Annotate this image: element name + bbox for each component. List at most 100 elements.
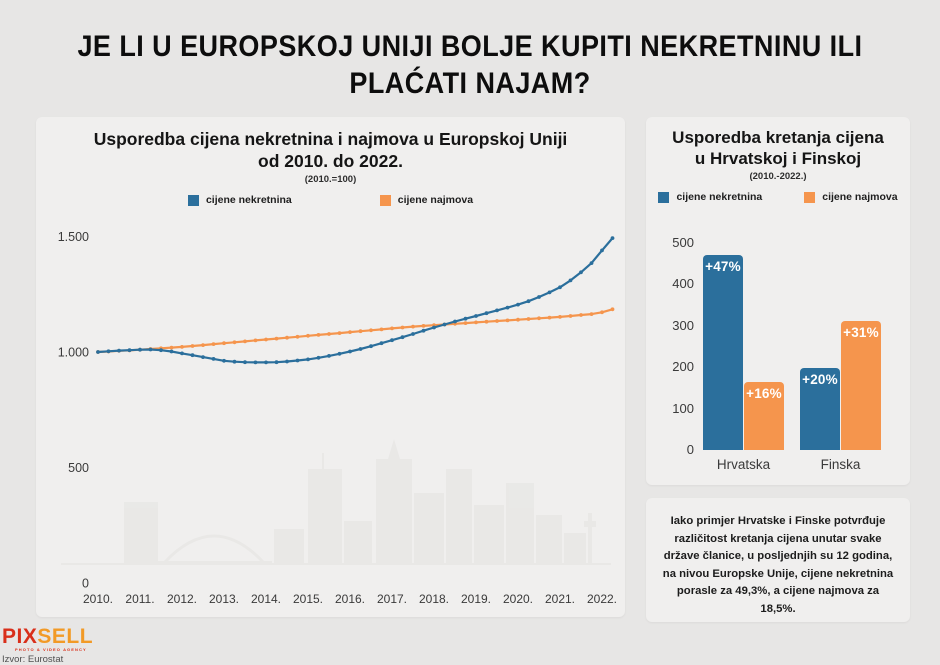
data-point bbox=[285, 335, 289, 340]
data-point bbox=[568, 278, 573, 283]
data-point bbox=[610, 236, 615, 240]
data-point bbox=[190, 353, 195, 358]
bar-chart: 500 400 300 200 100 0 +47% +16% Hrvatska +20% +31%… bbox=[646, 117, 910, 485]
x-axis-tick-label: 2016. bbox=[335, 592, 365, 606]
line-chart-subtitle: (2010.=100) bbox=[304, 174, 357, 185]
legend-swatch-orange bbox=[804, 191, 816, 203]
data-point bbox=[295, 358, 300, 363]
data-point bbox=[232, 359, 237, 364]
data-point bbox=[222, 341, 226, 346]
data-point bbox=[211, 342, 216, 346]
data-point bbox=[327, 354, 331, 358]
x-axis-tick-label: 2017. bbox=[377, 592, 407, 606]
data-point bbox=[547, 290, 552, 295]
summary-note-text: Iako primjer Hrvatske i Finske potvrđuje… bbox=[662, 515, 894, 615]
data-point bbox=[390, 338, 394, 343]
x-axis-tick-label: 2019. bbox=[461, 592, 491, 606]
bar-chart-legend: cijene nekretnina cijene najmova bbox=[646, 191, 910, 203]
data-point bbox=[243, 360, 247, 365]
data-point bbox=[474, 320, 478, 325]
bar-value-label: +16% bbox=[746, 386, 782, 402]
data-point bbox=[516, 302, 520, 307]
line-series-0 bbox=[97, 237, 614, 364]
data-point bbox=[337, 351, 342, 356]
x-axis-tick-label: 2015. bbox=[293, 592, 323, 606]
x-axis-tick-label: 2021. bbox=[545, 592, 575, 606]
data-point bbox=[390, 326, 394, 331]
data-point bbox=[159, 348, 163, 353]
data-point bbox=[558, 285, 562, 290]
data-point bbox=[600, 310, 604, 315]
data-point bbox=[243, 339, 247, 344]
data-point bbox=[442, 322, 447, 327]
data-point bbox=[295, 334, 300, 339]
x-axis-tick-label: 2011. bbox=[125, 592, 154, 606]
data-point bbox=[264, 337, 268, 342]
data-point bbox=[537, 295, 541, 299]
data-point bbox=[306, 333, 310, 338]
legend-label: cijene najmova bbox=[822, 191, 898, 203]
y-axis-tick-label: 0 bbox=[686, 442, 694, 457]
page-title-line2: PLAĆATI NAJAM? bbox=[349, 67, 591, 100]
data-point bbox=[222, 358, 226, 363]
data-point bbox=[421, 328, 426, 333]
footer: PIXSELL PHOTO & VIDEO AGENCY Izvor: Euro… bbox=[2, 626, 93, 665]
y-axis-tick-label: 100 bbox=[672, 400, 694, 416]
data-point bbox=[274, 336, 279, 341]
pixsell-tagline: PHOTO & VIDEO AGENCY bbox=[15, 647, 87, 652]
bar-chart-subtitle: (2010.-2022.) bbox=[749, 171, 807, 182]
category-label: Hrvatska bbox=[716, 457, 771, 472]
data-point bbox=[526, 317, 531, 321]
bar-chart-title: Usporedba kretanja cijena u Hrvatskoj i … bbox=[672, 128, 884, 168]
x-axis-tick-label: 2022. bbox=[587, 592, 617, 606]
bar-hrvatska-0: +47% bbox=[703, 255, 743, 450]
data-point bbox=[96, 350, 100, 354]
legend-label: cijene nekretnina bbox=[676, 191, 763, 203]
data-point bbox=[316, 355, 321, 360]
line-series-1 bbox=[97, 308, 613, 354]
data-point bbox=[348, 349, 352, 354]
source-credit: Izvor: Eurostat bbox=[2, 654, 64, 665]
bar-hrvatska-1: +16% bbox=[744, 382, 784, 450]
y-axis-tick-label: 300 bbox=[672, 317, 694, 333]
data-point bbox=[369, 328, 373, 333]
page-title-line1: JE LI U EUROPSKOJ UNIJI BOLJE KUPITI NEK… bbox=[77, 30, 863, 63]
y-axis-tick-label: 200 bbox=[672, 359, 694, 375]
data-point bbox=[600, 248, 604, 253]
data-point bbox=[358, 347, 363, 351]
data-point bbox=[505, 305, 510, 310]
data-point bbox=[379, 327, 384, 332]
bar-value-label: +31% bbox=[843, 324, 879, 340]
data-point bbox=[432, 325, 436, 330]
data-point bbox=[568, 314, 573, 318]
data-point bbox=[369, 344, 373, 349]
city-skyline-watermark bbox=[61, 439, 611, 565]
bar-value-label: +20% bbox=[802, 372, 838, 388]
data-point bbox=[201, 343, 205, 347]
y-axis-tick-label: 400 bbox=[672, 276, 694, 292]
line-chart-legend: cijene nekretnina cijene najmova bbox=[36, 194, 625, 206]
data-point bbox=[306, 357, 310, 362]
data-point bbox=[526, 299, 531, 304]
bar-finska-1: +31% bbox=[841, 320, 881, 450]
line-chart-series bbox=[96, 236, 615, 365]
data-point bbox=[463, 321, 468, 325]
data-point bbox=[379, 341, 384, 346]
data-point bbox=[285, 359, 289, 364]
data-point bbox=[169, 349, 174, 354]
x-axis-tick-label: 2020. bbox=[503, 592, 533, 606]
data-point bbox=[484, 319, 489, 324]
data-point bbox=[589, 261, 594, 265]
legend-label: cijene najmova bbox=[397, 194, 474, 206]
data-point bbox=[117, 348, 121, 353]
legend-label: cijene nekretnina bbox=[205, 194, 292, 206]
data-point bbox=[232, 340, 237, 345]
data-point bbox=[337, 331, 342, 335]
data-point bbox=[211, 357, 216, 361]
data-point bbox=[348, 330, 352, 334]
data-point bbox=[537, 316, 541, 321]
line-chart-title: Usporedba cijena nekretnina i najmova u … bbox=[93, 129, 568, 171]
data-point bbox=[484, 311, 489, 316]
data-point bbox=[463, 316, 468, 321]
